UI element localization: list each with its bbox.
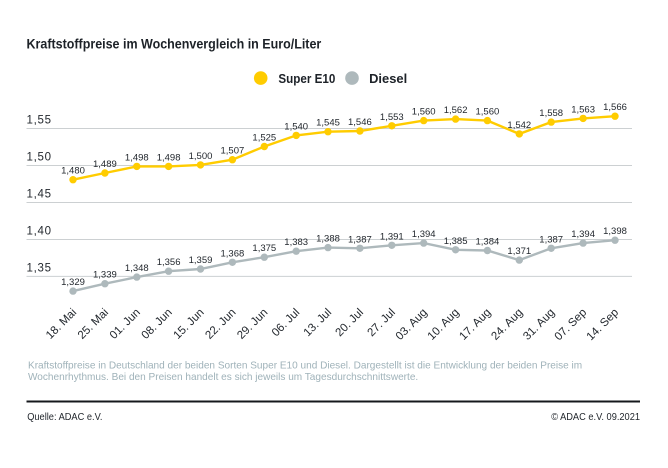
svg-text:1,391: 1,391 [380,231,404,242]
svg-text:1,507: 1,507 [221,146,245,157]
svg-text:1,525: 1,525 [252,133,276,144]
svg-text:1,498: 1,498 [157,152,181,163]
svg-text:1,35: 1,35 [27,262,52,274]
svg-text:1,45: 1,45 [27,189,52,201]
svg-text:1,498: 1,498 [125,152,149,163]
svg-text:1,560: 1,560 [412,107,436,118]
svg-text:1,387: 1,387 [348,234,372,245]
svg-text:© ADAC e.V. 09.2021: © ADAC e.V. 09.2021 [551,412,640,424]
svg-text:1,500: 1,500 [189,151,213,162]
svg-text:1,55: 1,55 [27,115,52,127]
svg-text:1,371: 1,371 [507,246,531,257]
svg-text:1,394: 1,394 [412,229,436,240]
svg-text:1,375: 1,375 [252,243,276,254]
svg-text:1,384: 1,384 [476,237,500,248]
svg-text:Kraftstoffpreise in Deutschlan: Kraftstoffpreise in Deutschland der beid… [28,360,582,371]
svg-text:1,398: 1,398 [603,226,627,237]
svg-text:1,560: 1,560 [476,107,500,118]
svg-text:1,394: 1,394 [571,229,595,240]
svg-text:1,359: 1,359 [189,255,213,266]
svg-text:1,558: 1,558 [539,108,563,119]
svg-text:Super E10: Super E10 [278,71,335,86]
svg-text:1,553: 1,553 [380,112,404,123]
svg-text:Quelle: ADAC e.V.: Quelle: ADAC e.V. [27,412,102,424]
svg-text:Kraftstoffpreise im Wochenverg: Kraftstoffpreise im Wochenvergleich in E… [27,36,322,52]
svg-text:1,480: 1,480 [61,166,85,177]
svg-text:1,356: 1,356 [157,257,181,268]
svg-text:1,329: 1,329 [61,277,85,288]
svg-text:1,562: 1,562 [444,105,468,116]
svg-text:1,563: 1,563 [571,104,595,115]
svg-text:1,368: 1,368 [221,248,245,259]
svg-text:1,545: 1,545 [316,118,340,129]
svg-text:1,542: 1,542 [507,120,531,131]
svg-text:1,50: 1,50 [27,152,52,164]
svg-text:1,566: 1,566 [603,102,627,113]
svg-text:1,348: 1,348 [125,263,149,274]
svg-text:Wochenrhythmus. Bei den Preise: Wochenrhythmus. Bei den Preisen handelt … [28,372,418,383]
svg-text:1,385: 1,385 [444,236,468,247]
svg-text:1,383: 1,383 [284,237,308,248]
svg-text:1,546: 1,546 [348,117,372,128]
svg-text:1,489: 1,489 [93,159,117,170]
svg-text:1,339: 1,339 [93,270,117,281]
svg-text:1,388: 1,388 [316,234,340,245]
svg-text:1,40: 1,40 [27,226,52,238]
svg-text:1,540: 1,540 [284,121,308,132]
svg-text:1,387: 1,387 [539,234,563,245]
svg-text:Diesel: Diesel [369,71,407,86]
